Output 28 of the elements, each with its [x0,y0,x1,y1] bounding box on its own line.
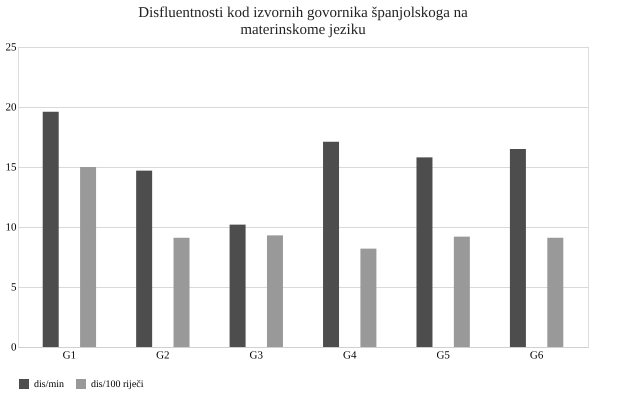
bar [416,157,432,347]
y-tick-label: 25 [6,42,17,54]
x-tick-label: G6 [530,350,544,362]
bar [360,248,376,347]
y-tick-label: 15 [6,162,17,174]
bar [510,149,526,347]
text: Disfluentnosti kod izvornih govornika španjolskoga na [138,5,468,21]
x-tick-label: G3 [250,350,264,362]
bar [547,238,564,347]
legend-label: dis/min [34,379,64,390]
y-tick-label: 0 [11,342,17,354]
bar [42,112,59,347]
bar [174,238,190,347]
y-tick-label: 10 [6,222,17,234]
bar [266,235,283,347]
x-tick-label: G5 [436,350,450,362]
bar [136,170,152,347]
x-tick-label: G1 [62,350,76,362]
text: materinskome jeziku [240,22,366,38]
x-tick-label: G4 [342,350,357,362]
y-tick-label: 5 [11,282,17,294]
bar [323,142,340,347]
bar [80,167,96,347]
bar [230,224,246,347]
y-tick-label: 20 [6,102,17,114]
bar [454,236,470,347]
x-tick-label: G2 [156,350,170,362]
legend-label: dis/100 riječi [91,379,144,390]
